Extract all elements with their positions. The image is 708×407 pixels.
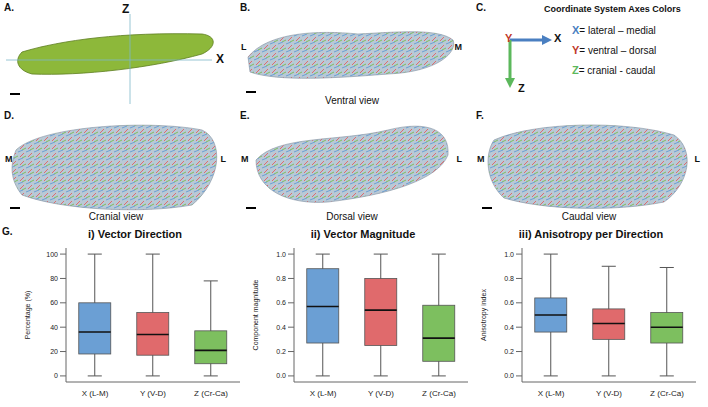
html-text:C.: C. <box>476 2 486 13</box>
svg-text:100: 100 <box>46 251 58 258</box>
html-text:B.: B. <box>240 2 250 13</box>
html-text:ii) Vector Magnitude: ii) Vector Magnitude <box>310 228 416 240</box>
html-text:M: M <box>477 154 485 164</box>
svg-text:Y (V-D): Y (V-D) <box>140 389 166 398</box>
svg-text:1.0: 1.0 <box>276 251 286 258</box>
html-text:Cranial view: Cranial view <box>88 211 144 222</box>
svg-text:20: 20 <box>50 348 58 355</box>
html-text:Dorsal view: Dorsal view <box>326 211 378 222</box>
svg-text:0.0: 0.0 <box>504 372 514 379</box>
svg-text:0.6: 0.6 <box>504 299 514 306</box>
svg-text:0.2: 0.2 <box>504 348 514 355</box>
html-text:Z: Z <box>518 82 525 94</box>
svg-text:60: 60 <box>50 299 58 306</box>
html-text:L: L <box>220 154 226 164</box>
html-text:L: L <box>456 154 462 164</box>
html-text:Y: Y <box>505 32 513 44</box>
svg-text:Z (Cr-Ca): Z (Cr-Ca) <box>194 389 228 398</box>
html-text:Coordinate System Axes Colors: Coordinate System Axes Colors <box>544 4 681 14</box>
svg-text:40: 40 <box>50 324 58 331</box>
html-text:A.: A. <box>4 2 14 13</box>
html-text:L: L <box>241 42 247 52</box>
svg-text:Component magnitude: Component magnitude <box>252 279 260 350</box>
html-text:Z = cranial - caudal: Z = cranial - caudal <box>572 64 656 76</box>
html-text:M: M <box>241 154 249 164</box>
svg-text:0: 0 <box>54 372 58 379</box>
html-text:D.: D. <box>4 110 14 121</box>
svg-text:X (L-M): X (L-M) <box>82 389 109 398</box>
html-text:M: M <box>454 42 462 52</box>
html-text:X: X <box>216 52 224 66</box>
html-text:Caudal view: Caudal view <box>561 211 617 222</box>
svg-text:80: 80 <box>50 275 58 282</box>
svg-text:Z (Cr-Ca): Z (Cr-Ca) <box>650 389 684 398</box>
svg-text:Z (Cr-Ca): Z (Cr-Ca) <box>422 389 456 398</box>
svg-text:0.4: 0.4 <box>504 324 514 331</box>
svg-text:Percentage (%): Percentage (%) <box>24 291 32 340</box>
html-text:G.: G. <box>2 226 13 237</box>
html-text:Y = ventral – dorsal: Y = ventral – dorsal <box>572 44 657 56</box>
html-text:E.: E. <box>240 110 250 121</box>
svg-text:Y (V-D): Y (V-D) <box>368 389 394 398</box>
svg-text:X (L-M): X (L-M) <box>310 389 337 398</box>
svg-text:Y (V-D): Y (V-D) <box>596 389 622 398</box>
html-text:X: X <box>554 32 562 44</box>
html-text:iii) Anisotropy per Direction: iii) Anisotropy per Direction <box>518 228 664 240</box>
svg-text:0.2: 0.2 <box>276 348 286 355</box>
svg-text:0.8: 0.8 <box>504 275 514 282</box>
html-text:Ventral view: Ventral view <box>325 95 379 106</box>
html-text:M: M <box>5 154 13 164</box>
svg-text:1.0: 1.0 <box>504 251 514 258</box>
svg-text:0.4: 0.4 <box>276 324 286 331</box>
svg-text:0.6: 0.6 <box>276 299 286 306</box>
svg-text:X (L-M): X (L-M) <box>538 389 565 398</box>
svg-text:0.8: 0.8 <box>276 275 286 282</box>
html-text:Z: Z <box>122 2 130 16</box>
svg-text:0.0: 0.0 <box>276 372 286 379</box>
html-text:F.: F. <box>476 110 484 121</box>
html-text:X = lateral – medial: X = lateral – medial <box>572 24 656 36</box>
html-text:i) Vector Direction: i) Vector Direction <box>87 228 183 240</box>
html-text:L: L <box>694 154 700 164</box>
svg-text:Anisotropy index: Anisotropy index <box>480 289 488 341</box>
